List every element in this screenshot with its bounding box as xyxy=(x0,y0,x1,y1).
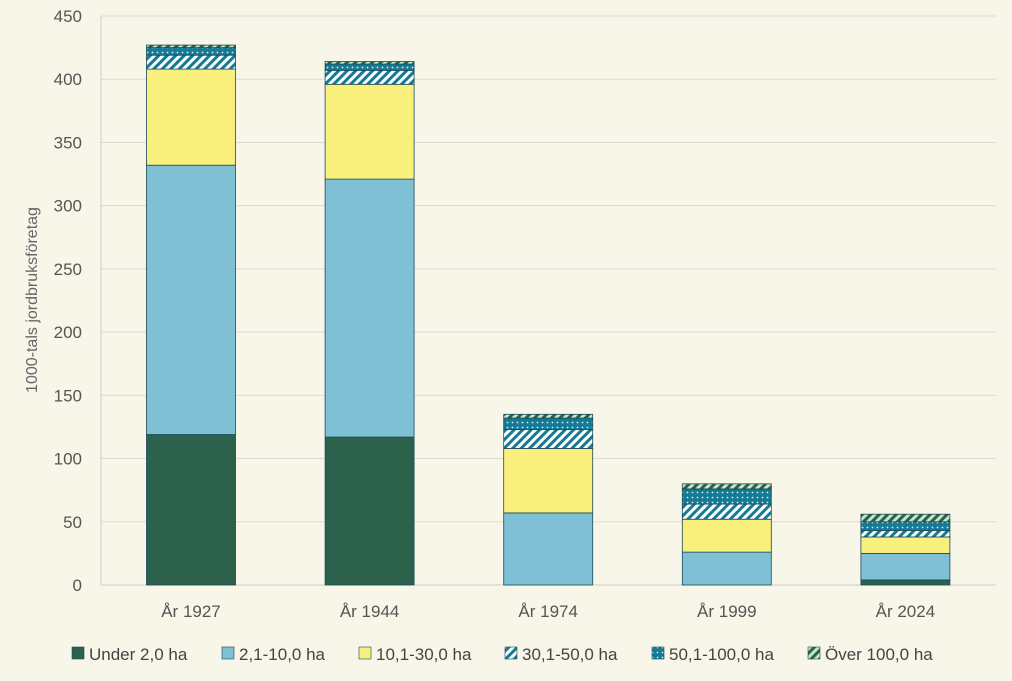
y-tick-label: 150 xyxy=(54,386,82,405)
x-tick-label: År 1944 xyxy=(340,602,400,621)
legend-label: Över 100,0 ha xyxy=(825,645,933,664)
bar-segment xyxy=(860,530,951,538)
bar-segment xyxy=(324,83,415,180)
y-tick-label: 200 xyxy=(54,323,82,342)
bar-segment xyxy=(503,429,594,449)
y-tick-label: 400 xyxy=(54,70,82,89)
bar-segment xyxy=(324,178,415,438)
legend-swatch xyxy=(221,646,235,660)
legend-label: 2,1-10,0 ha xyxy=(239,645,326,664)
bar-segment xyxy=(681,518,772,553)
legend-swatch xyxy=(651,646,665,660)
y-tick-label: 100 xyxy=(54,450,82,469)
bar-segment xyxy=(503,413,594,419)
legend-label: 10,1-30,0 ha xyxy=(376,645,472,664)
x-tick-label: År 1974 xyxy=(518,602,578,621)
bar-segment xyxy=(146,434,236,586)
bar-segment xyxy=(860,579,951,586)
x-tick-label: År 1999 xyxy=(697,602,757,621)
legend-label: Under 2,0 ha xyxy=(89,645,188,664)
bar-segment xyxy=(324,63,415,71)
bar-segment xyxy=(860,552,951,581)
bar-segment xyxy=(681,488,772,505)
y-tick-label: 0 xyxy=(73,576,82,595)
bar-segment xyxy=(324,436,415,586)
legend-swatch xyxy=(807,646,821,660)
x-tick-label: År 1927 xyxy=(161,602,221,621)
y-tick-label: 350 xyxy=(54,133,82,152)
bar-segment xyxy=(146,164,236,435)
y-tick-label: 450 xyxy=(54,7,82,26)
y-axis-labels: 0 50 100 150 200 250 300 350 400 450 xyxy=(54,7,82,595)
bar-segment xyxy=(681,503,772,520)
bar-segment xyxy=(681,483,772,490)
bar-segment xyxy=(860,513,951,523)
bar-segment xyxy=(324,61,415,65)
gridlines xyxy=(101,15,996,586)
bar-segment xyxy=(146,47,236,56)
bar-segment xyxy=(860,521,951,532)
y-tick-label: 250 xyxy=(54,260,82,279)
bar-segment xyxy=(681,551,772,586)
bar-segment xyxy=(146,54,236,70)
bar-segment xyxy=(503,448,594,514)
legend: Under 2,0 ha 2,1-10,0 ha 10,1-30,0 ha 30,1-… xyxy=(71,645,933,664)
bar-segment xyxy=(503,512,594,586)
y-axis-title: 1000-tals jordbruksföretag xyxy=(24,207,41,393)
bar-segment xyxy=(860,536,951,554)
bar-segment xyxy=(324,69,415,85)
legend-swatch xyxy=(71,646,85,660)
legend-label: 30,1-50,0 ha xyxy=(522,645,618,664)
legend-swatch xyxy=(504,646,518,660)
y-tick-label: 300 xyxy=(54,197,82,216)
legend-label: 50,1-100,0 ha xyxy=(669,645,774,664)
y-tick-label: 50 xyxy=(63,513,82,532)
x-axis-labels: År 1927 År 1944 År 1974 År 1999 År 2024 xyxy=(161,602,935,621)
x-tick-label: År 2024 xyxy=(876,602,936,621)
bar-segment xyxy=(503,417,594,430)
legend-swatch xyxy=(358,646,372,660)
bar-segment xyxy=(146,44,236,49)
bars xyxy=(146,44,951,586)
bar-segment xyxy=(146,68,236,166)
